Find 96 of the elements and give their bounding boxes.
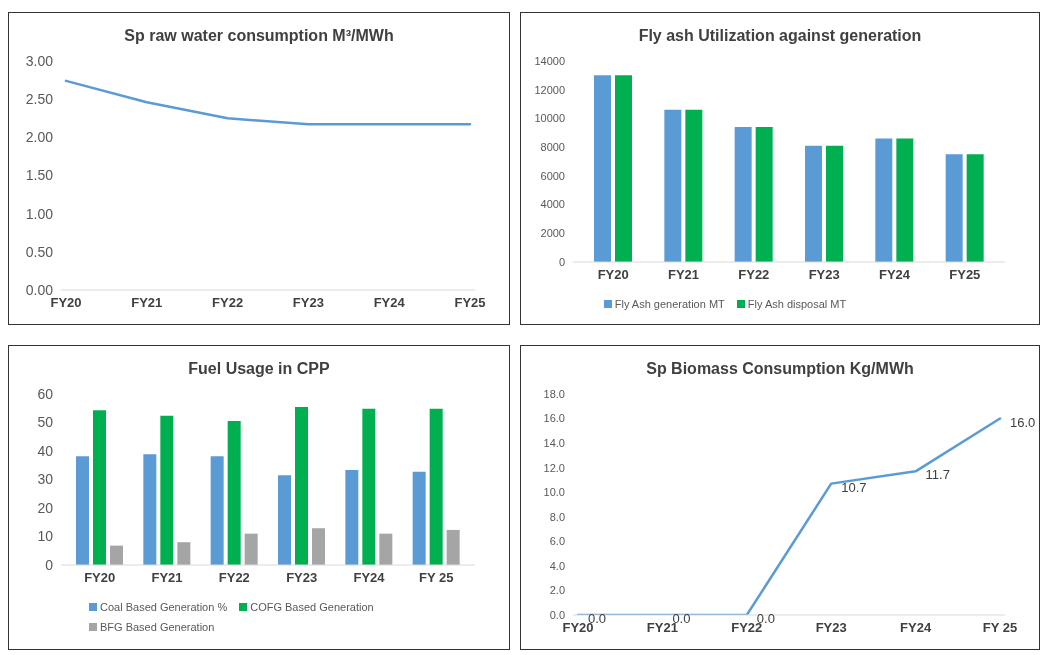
y-tick-label: 12000 bbox=[534, 83, 565, 96]
y-tick-label: 50 bbox=[37, 414, 54, 431]
y-tick-label: 40 bbox=[37, 442, 54, 459]
x-tick-label: FY22 bbox=[738, 267, 770, 283]
legend-label: BFG Based Generation bbox=[99, 621, 215, 633]
bar bbox=[278, 475, 291, 565]
y-tick-label: 8000 bbox=[540, 141, 565, 154]
bar bbox=[345, 470, 359, 565]
y-tick-label: 10000 bbox=[534, 112, 565, 125]
bar bbox=[76, 456, 89, 565]
bar bbox=[160, 415, 174, 565]
y-tick-label: 2000 bbox=[540, 227, 565, 240]
bar bbox=[896, 138, 914, 262]
y-tick-label: 14000 bbox=[534, 54, 565, 67]
x-tick-label: FY24 bbox=[878, 267, 911, 283]
bar bbox=[875, 138, 893, 262]
legend-label: Coal Based Generation % bbox=[99, 601, 228, 613]
bar bbox=[244, 533, 258, 565]
x-tick-label: FY 25 bbox=[982, 620, 1018, 636]
chart-title: Sp Biomass Consumption Kg/MWh bbox=[645, 359, 915, 379]
x-tick-label: FY25 bbox=[454, 295, 486, 311]
y-tick-label: 4.0 bbox=[549, 559, 565, 572]
x-tick-label: FY20 bbox=[597, 267, 629, 283]
y-tick-label: 0.50 bbox=[25, 243, 54, 260]
chart-title: Sp raw water consumption M³/MWh bbox=[123, 26, 395, 46]
y-tick-label: 16.0 bbox=[543, 412, 565, 425]
bar bbox=[945, 154, 963, 262]
y-tick-label: 4000 bbox=[540, 198, 565, 211]
y-tick-label: 18.0 bbox=[543, 387, 565, 400]
bar bbox=[227, 421, 241, 565]
y-tick-label: 0.00 bbox=[25, 281, 54, 298]
bar bbox=[594, 75, 611, 262]
bar bbox=[429, 408, 443, 565]
bar bbox=[966, 154, 984, 262]
line-series bbox=[64, 79, 472, 126]
bar bbox=[826, 145, 843, 262]
bar bbox=[177, 542, 191, 565]
x-tick-label: FY24 bbox=[373, 295, 406, 311]
bar bbox=[143, 454, 157, 565]
bar bbox=[734, 127, 752, 262]
y-tick-label: 2.0 bbox=[549, 584, 565, 597]
y-tick-label: 0 bbox=[45, 556, 54, 573]
legend-label: Fly Ash disposal MT bbox=[746, 298, 847, 310]
y-tick-label: 30 bbox=[37, 471, 54, 488]
x-tick-label: FY21 bbox=[151, 570, 183, 586]
y-tick-label: 0 bbox=[558, 255, 565, 268]
legend-label: Fly Ash generation MT bbox=[613, 298, 725, 310]
y-tick-label: 10.0 bbox=[543, 486, 565, 499]
data-label: 10.7 bbox=[841, 479, 867, 495]
bar bbox=[110, 545, 123, 565]
y-tick-label: 2.00 bbox=[25, 129, 54, 146]
bar bbox=[664, 109, 682, 262]
x-tick-label: FY23 bbox=[286, 570, 318, 586]
bar bbox=[755, 127, 773, 262]
x-tick-label: FY22 bbox=[218, 570, 250, 586]
y-tick-label: 10 bbox=[37, 528, 54, 545]
bar bbox=[362, 408, 376, 565]
y-tick-label: 6.0 bbox=[549, 535, 565, 548]
x-tick-label: FY23 bbox=[808, 267, 840, 283]
y-tick-label: 1.00 bbox=[25, 205, 54, 222]
x-tick-label: FY24 bbox=[353, 570, 386, 586]
y-tick-label: 60 bbox=[37, 385, 54, 402]
legend-label: COFG Based Generation bbox=[249, 601, 374, 613]
bar bbox=[295, 407, 308, 565]
y-tick-label: 20 bbox=[37, 499, 54, 516]
bar bbox=[805, 145, 822, 262]
y-tick-label: 12.0 bbox=[543, 461, 565, 474]
chart-title: Fuel Usage in CPP bbox=[187, 359, 331, 379]
x-tick-label: FY21 bbox=[667, 267, 700, 283]
y-tick-label: 2.50 bbox=[25, 91, 54, 108]
y-tick-label: 1.50 bbox=[25, 167, 54, 184]
x-tick-label: FY24 bbox=[900, 620, 932, 636]
data-label: 11.7 bbox=[925, 467, 950, 483]
x-tick-label: FY25 bbox=[949, 267, 981, 283]
data-label: 16.0 bbox=[1010, 414, 1036, 430]
x-tick-label: FY21 bbox=[131, 295, 163, 311]
bar bbox=[379, 533, 393, 565]
bar bbox=[312, 528, 325, 565]
x-tick-label: FY20 bbox=[50, 295, 82, 311]
x-tick-label: FY23 bbox=[292, 295, 324, 311]
x-tick-label: FY20 bbox=[84, 570, 116, 586]
y-tick-label: 6000 bbox=[540, 169, 565, 182]
bar bbox=[685, 109, 703, 262]
y-tick-label: 8.0 bbox=[549, 510, 565, 523]
chart-title: Fly ash Utilization against generation bbox=[637, 26, 923, 46]
bar bbox=[615, 75, 632, 262]
bar bbox=[412, 471, 426, 565]
bar bbox=[210, 456, 224, 565]
bar bbox=[446, 529, 460, 565]
y-tick-label: 0.0 bbox=[549, 608, 565, 621]
bar bbox=[93, 410, 106, 565]
x-tick-label: FY23 bbox=[815, 620, 847, 636]
y-tick-label: 14.0 bbox=[543, 437, 565, 450]
y-tick-label: 3.00 bbox=[25, 52, 54, 69]
x-tick-label: FY22 bbox=[212, 295, 244, 311]
x-tick-label: FY 25 bbox=[419, 570, 454, 586]
